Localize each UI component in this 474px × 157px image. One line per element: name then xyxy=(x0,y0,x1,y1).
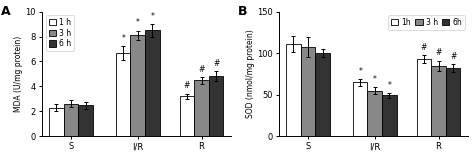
Text: B: B xyxy=(237,5,247,18)
Bar xyxy=(367,90,382,136)
Text: #: # xyxy=(184,81,190,90)
Text: #: # xyxy=(450,52,456,61)
Bar xyxy=(116,53,130,136)
Bar xyxy=(382,95,397,136)
Text: *: * xyxy=(121,34,125,43)
Bar xyxy=(286,44,301,136)
Y-axis label: SOD (nmol/mg protein): SOD (nmol/mg protein) xyxy=(246,30,255,118)
Text: #: # xyxy=(198,65,205,73)
Text: #: # xyxy=(213,59,219,68)
Bar xyxy=(431,66,446,136)
Bar xyxy=(209,76,223,136)
Bar xyxy=(446,68,460,136)
Text: *: * xyxy=(358,67,362,76)
Bar xyxy=(315,53,330,136)
Text: #: # xyxy=(435,49,442,57)
Bar xyxy=(301,47,315,136)
Bar xyxy=(417,59,431,136)
Y-axis label: MDA (U/mg protein): MDA (U/mg protein) xyxy=(14,36,23,112)
Bar xyxy=(180,96,194,136)
Legend: 1h, 3 h, 6h: 1h, 3 h, 6h xyxy=(388,15,465,30)
Text: *: * xyxy=(151,12,155,21)
Text: *: * xyxy=(136,18,140,27)
Bar xyxy=(130,35,145,136)
Legend: 1 h, 3 h, 6 h: 1 h, 3 h, 6 h xyxy=(46,15,74,51)
Bar xyxy=(145,30,160,136)
Text: *: * xyxy=(373,75,377,84)
Bar xyxy=(49,108,64,136)
Bar xyxy=(78,105,93,136)
Text: A: A xyxy=(0,5,10,18)
Text: *: * xyxy=(388,81,392,90)
Text: #: # xyxy=(421,43,427,52)
Bar xyxy=(64,104,78,136)
Bar xyxy=(194,80,209,136)
Bar xyxy=(353,82,367,136)
